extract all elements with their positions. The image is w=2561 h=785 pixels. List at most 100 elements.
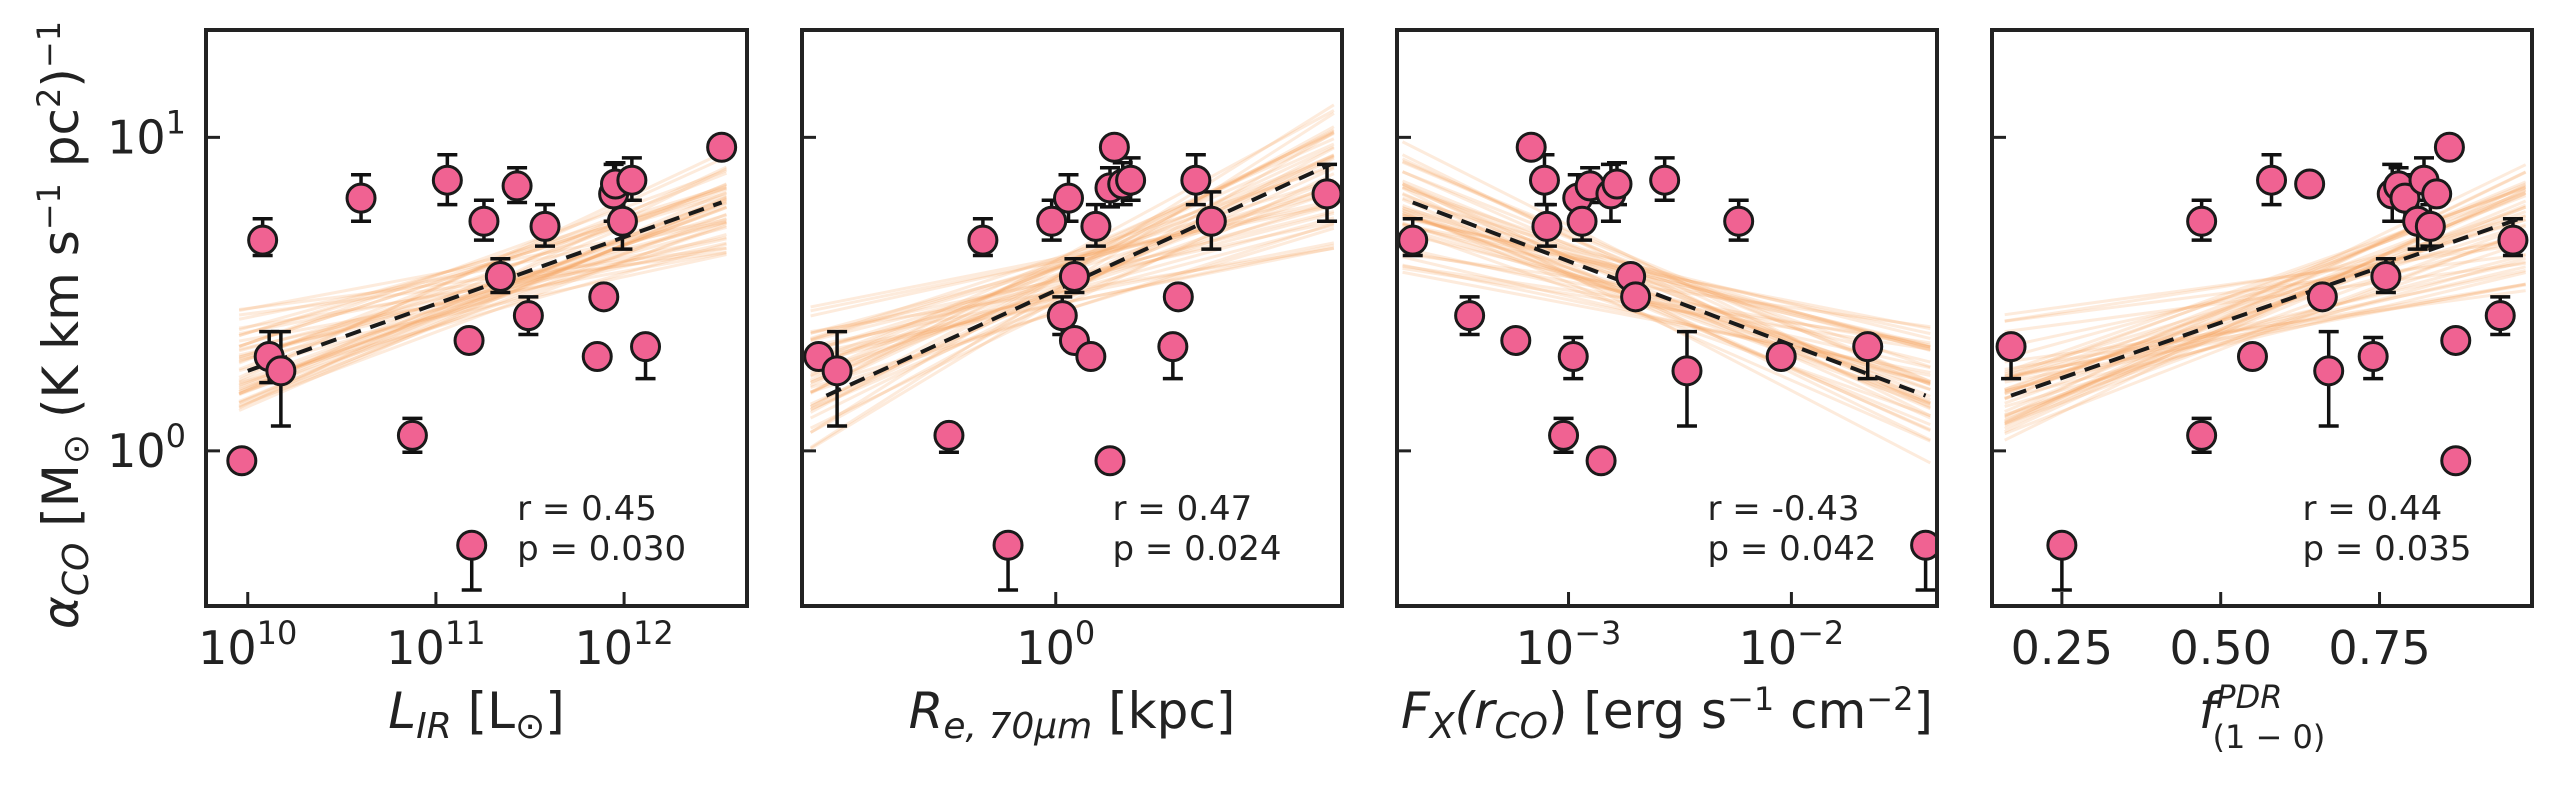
sample-line: [2004, 289, 2526, 364]
sample-line: [810, 137, 1335, 370]
correlation-r: r = -0.43: [1708, 489, 1860, 529]
sample-line: [238, 253, 727, 362]
sample-line: [1402, 223, 1931, 331]
sample-line: [1401, 157, 1931, 405]
sample-line: [238, 220, 727, 321]
sample-line: [238, 198, 728, 412]
sample-line: [1401, 182, 1931, 442]
sample-line: [238, 241, 727, 357]
fit-line: [247, 200, 723, 373]
data-point: [2236, 340, 2268, 372]
sample-line: [238, 225, 727, 359]
sample-line: [2004, 253, 2527, 393]
data-point: [992, 529, 1024, 561]
data-point: [265, 355, 297, 387]
sample-line: [1401, 170, 1931, 384]
sample-line: [1402, 263, 1931, 378]
data-point: [2497, 224, 2529, 256]
fit-line: [2010, 216, 2520, 398]
sample-line: [238, 169, 727, 349]
sample-line: [1401, 140, 1931, 410]
sample-line: [238, 212, 728, 405]
data-point: [2046, 529, 2078, 561]
sample-line: [1402, 196, 1931, 353]
sample-line: [238, 201, 727, 384]
data-point: [1036, 205, 1068, 237]
sample-line: [2004, 203, 2527, 420]
x-tick-label: 1012: [574, 614, 673, 675]
sample-line: [238, 171, 728, 365]
sample-line: [1401, 182, 1931, 402]
sample-line: [2004, 252, 2526, 323]
y-tick-label: 101: [107, 103, 186, 164]
sample-line: [2004, 224, 2527, 417]
data-point: [2186, 205, 2218, 237]
data-point: [1566, 205, 1598, 237]
data-point: [1723, 205, 1755, 237]
sample-line: [2004, 242, 2526, 317]
data-point: [529, 210, 561, 242]
data-point: [512, 300, 544, 332]
p-value: p = 0.035: [2303, 529, 2472, 569]
sample-line: [1402, 252, 1931, 329]
data-point: [2421, 178, 2453, 210]
data-point: [1671, 355, 1703, 387]
sample-line: [2004, 282, 2526, 371]
data-point: [1157, 331, 1189, 363]
data-point: [1162, 281, 1194, 313]
sample-line: [238, 149, 728, 382]
sample-line: [1401, 206, 1931, 426]
plot-area: [803, 103, 1342, 592]
x-tick-label: 10−3: [1516, 614, 1622, 675]
data-point: [2313, 355, 2345, 387]
sample-line: [238, 217, 727, 387]
sample-line: [1402, 216, 1931, 336]
sample-line: [238, 183, 727, 371]
data-point: [2440, 445, 2472, 477]
data-point: [616, 164, 648, 196]
x-tick-label: 0.50: [2169, 621, 2271, 675]
y-tick-label: 100: [107, 417, 186, 478]
axes-frame: [1395, 28, 1939, 608]
x-tick-label: 1011: [386, 614, 485, 675]
data-point: [1115, 164, 1147, 196]
sample-line: [1402, 211, 1931, 405]
sample-line: [1401, 198, 1931, 432]
sample-line: [238, 220, 727, 361]
fit-line: [825, 162, 1332, 398]
data-point: [1311, 178, 1342, 210]
sample-line: [1402, 186, 1931, 369]
y-axis-label: αCO [M⊙ (K km s−1 pc2)−1: [30, 21, 97, 629]
sample-line: [810, 243, 1335, 359]
data-point: [468, 205, 500, 237]
correlation-r: r = 0.45: [517, 489, 657, 529]
x-axis-label: LIR [L⊙]: [388, 682, 564, 747]
data-point: [606, 205, 638, 237]
sample-line: [238, 204, 728, 397]
data-point: [1500, 324, 1532, 356]
data-point: [226, 445, 258, 477]
data-point: [1910, 529, 1937, 561]
data-point: [456, 529, 488, 561]
p-value: p = 0.042: [1708, 529, 1877, 569]
data-point: [453, 324, 485, 356]
data-point: [1075, 340, 1107, 372]
data-point: [630, 331, 662, 363]
data-point: [2256, 164, 2288, 196]
data-point: [1557, 340, 1589, 372]
sample-line: [1401, 179, 1931, 398]
sample-line: [238, 206, 727, 391]
data-point: [588, 281, 620, 313]
data-point: [1995, 331, 2027, 363]
sample-line: [1401, 182, 1931, 420]
data-point: [2186, 419, 2218, 451]
sample-line: [238, 165, 728, 396]
p-value: p = 0.030: [517, 529, 686, 569]
sample-line: [2004, 265, 2526, 393]
panel-3: 10−3 10−2 r = -0.43p = 0.042 FX(rCO) [erg s…: [1395, 28, 1939, 747]
data-point: [2389, 182, 2421, 214]
x-tick-label: 1010: [198, 614, 297, 675]
plot-area: [226, 131, 738, 592]
sample-line: [809, 109, 1335, 395]
data-point: [821, 355, 853, 387]
